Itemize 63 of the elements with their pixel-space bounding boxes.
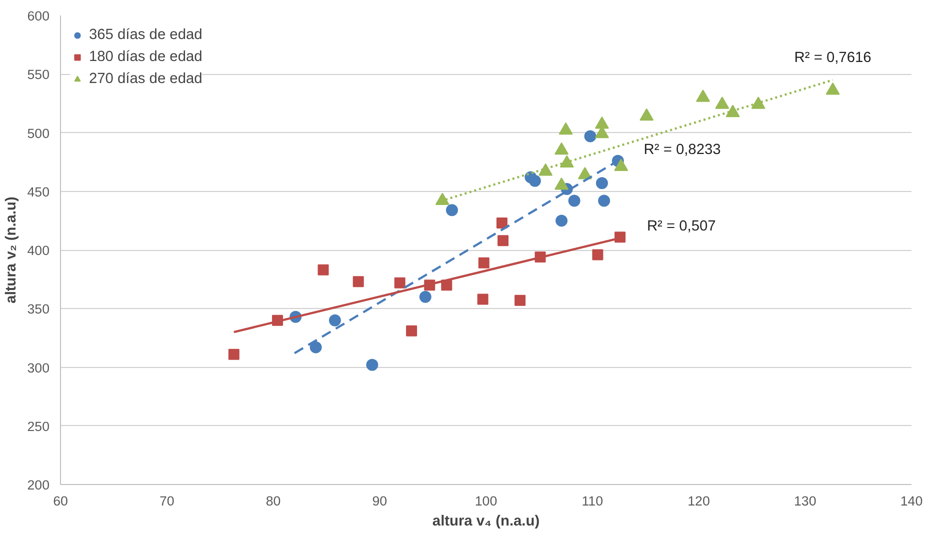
- point: [528, 174, 541, 187]
- point: [614, 158, 628, 172]
- point: [514, 294, 526, 306]
- y-tick-label: 550: [27, 67, 50, 82]
- point: [406, 325, 418, 336]
- point: [496, 218, 508, 229]
- y-tick-label: 400: [27, 243, 50, 258]
- point: [596, 177, 608, 190]
- point: [751, 96, 766, 109]
- point: [318, 264, 329, 276]
- annotation: R² = 0,507: [646, 218, 716, 234]
- point: [554, 142, 569, 155]
- point: [366, 358, 378, 371]
- x-tick-label: 100: [474, 494, 498, 508]
- annotation: R² = 0,8233: [644, 142, 721, 158]
- point: [446, 204, 458, 216]
- point: [435, 192, 450, 206]
- point: [594, 116, 609, 129]
- point: [568, 194, 580, 207]
- point: [696, 90, 710, 102]
- x-tick-label: 140: [900, 494, 923, 508]
- y-axis-title: altura v₂ (n.a.u): [3, 196, 20, 304]
- point: [554, 178, 569, 190]
- x-tick-label: 130: [794, 494, 816, 508]
- y-tick-label: 300: [27, 360, 50, 376]
- point: [310, 341, 322, 354]
- point: [598, 194, 610, 207]
- point: [352, 276, 364, 288]
- x-tick-label: 70: [159, 494, 174, 508]
- y-tick-label: 450: [27, 184, 50, 200]
- point: [477, 294, 488, 305]
- y-tick-label: 500: [27, 126, 50, 141]
- point: [715, 96, 730, 109]
- point: [228, 348, 240, 360]
- point: [584, 130, 596, 142]
- point: [558, 122, 573, 135]
- legend-label: 180 días de edad: [89, 49, 202, 65]
- point: [726, 104, 740, 118]
- point: [538, 163, 553, 176]
- point: [826, 82, 840, 95]
- point: [592, 249, 604, 260]
- point: [640, 108, 654, 121]
- x-tick-label: 80: [266, 494, 281, 508]
- y-tick-label: 200: [27, 478, 50, 492]
- x-tick-label: 90: [372, 494, 388, 508]
- x-axis-title: altura v₄ (n.a.u): [432, 514, 540, 530]
- annotation: R² = 0,7616: [794, 50, 872, 66]
- point: [419, 290, 432, 303]
- point: [560, 155, 574, 168]
- point: [394, 277, 406, 288]
- x-tick-label: 110: [582, 494, 603, 508]
- x-tick-label: 60: [53, 494, 68, 508]
- point: [328, 314, 341, 326]
- y-tick-label: 350: [27, 302, 50, 317]
- legend-label: 270 días de edad: [89, 71, 202, 87]
- point: [498, 235, 509, 246]
- y-tick-label: 250: [27, 418, 50, 434]
- x-tick-label: 120: [688, 494, 710, 508]
- point: [478, 257, 490, 268]
- y-tick-label: 600: [27, 8, 50, 24]
- legend-label: 365 días de edad: [89, 27, 202, 43]
- point: [556, 214, 568, 227]
- point: [614, 232, 626, 243]
